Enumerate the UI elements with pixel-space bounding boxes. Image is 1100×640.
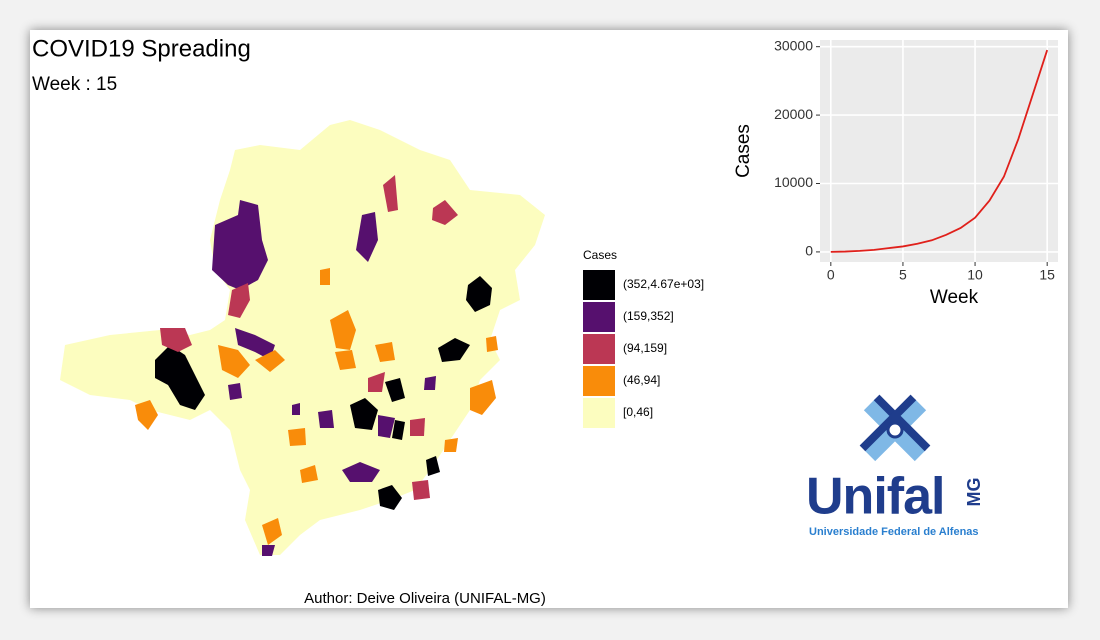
map-region	[385, 378, 405, 402]
map-region	[342, 462, 380, 482]
logo-state: MG	[964, 478, 984, 507]
map-region	[375, 342, 395, 362]
legend-label: (352,4.67e+03]	[623, 277, 704, 291]
author: Author: Deive Oliveira (UNIFAL-MG)	[304, 590, 546, 607]
subtitle: Week : 15	[32, 74, 117, 95]
map-region	[410, 418, 425, 436]
logo-name: Unifal	[806, 468, 944, 526]
legend-swatch	[583, 398, 615, 428]
y-tick-label: 10000	[774, 174, 813, 190]
map-region	[60, 120, 545, 555]
logo-dot	[886, 421, 904, 439]
line-series	[830, 49, 1049, 253]
map-region	[160, 328, 192, 352]
map-region	[438, 338, 470, 362]
logo-bar	[859, 394, 917, 452]
map-region	[424, 376, 436, 390]
y-tick-label: 20000	[774, 106, 813, 122]
x-axis-label: Week	[930, 287, 979, 308]
legend-label: [0,46]	[623, 405, 653, 419]
map-region	[318, 410, 334, 428]
legend-label: (159,352]	[623, 309, 674, 323]
map-region	[466, 276, 492, 312]
map-region	[235, 328, 275, 360]
legend-label: (94,159]	[623, 341, 667, 355]
map-region	[228, 283, 250, 318]
legend-label: (46,94]	[623, 373, 660, 387]
map-region	[350, 398, 378, 430]
y-tick-label: 0	[805, 243, 813, 259]
title: COVID19 Spreading	[32, 35, 251, 62]
map-region	[378, 485, 402, 510]
map	[60, 120, 545, 556]
map-region	[392, 420, 405, 440]
map-region	[218, 345, 250, 378]
x-tick-label: 0	[827, 267, 835, 283]
map-region	[228, 383, 242, 400]
map-region	[155, 345, 205, 410]
legend-swatch	[583, 366, 615, 396]
map-region	[368, 372, 385, 392]
map-region	[444, 438, 458, 452]
map-region	[356, 212, 378, 262]
legend-title: Cases	[583, 248, 617, 262]
map-region	[135, 400, 158, 430]
legend-swatch	[583, 270, 615, 300]
logo-full-name: Universidade Federal de Alfenas	[809, 526, 979, 538]
line-chart: Week Cases 0 10000 20000 30000 0 5 10 15	[733, 37, 1058, 308]
map-region	[262, 518, 282, 545]
map-region	[300, 465, 318, 483]
map-region	[378, 415, 395, 438]
map-region	[255, 350, 285, 372]
plot-background	[820, 40, 1058, 262]
map-region	[262, 545, 275, 556]
map-region	[412, 480, 430, 500]
map-legend: Cases (352,4.67e+03] (159,352] (94,159] (46…	[583, 248, 704, 428]
map-region	[212, 200, 268, 290]
map-region	[383, 175, 398, 212]
y-axis-label: Cases	[733, 124, 754, 178]
legend-swatch	[583, 302, 615, 332]
map-region	[486, 336, 498, 352]
logo: Unifal MG Universidade Federal de Alfena…	[806, 394, 984, 538]
logo-bar	[873, 394, 931, 452]
y-tick-label: 30000	[774, 37, 813, 53]
map-region	[432, 200, 458, 225]
map-region	[426, 456, 440, 476]
map-region	[288, 428, 306, 446]
legend-swatch	[583, 334, 615, 364]
x-tick-label: 15	[1039, 267, 1055, 283]
map-region	[330, 310, 356, 350]
map-region	[335, 350, 356, 370]
x-tick-label: 10	[967, 267, 983, 283]
map-region	[292, 403, 300, 415]
x-tick-label: 5	[899, 267, 907, 283]
map-region	[320, 268, 330, 285]
map-region	[470, 380, 496, 415]
